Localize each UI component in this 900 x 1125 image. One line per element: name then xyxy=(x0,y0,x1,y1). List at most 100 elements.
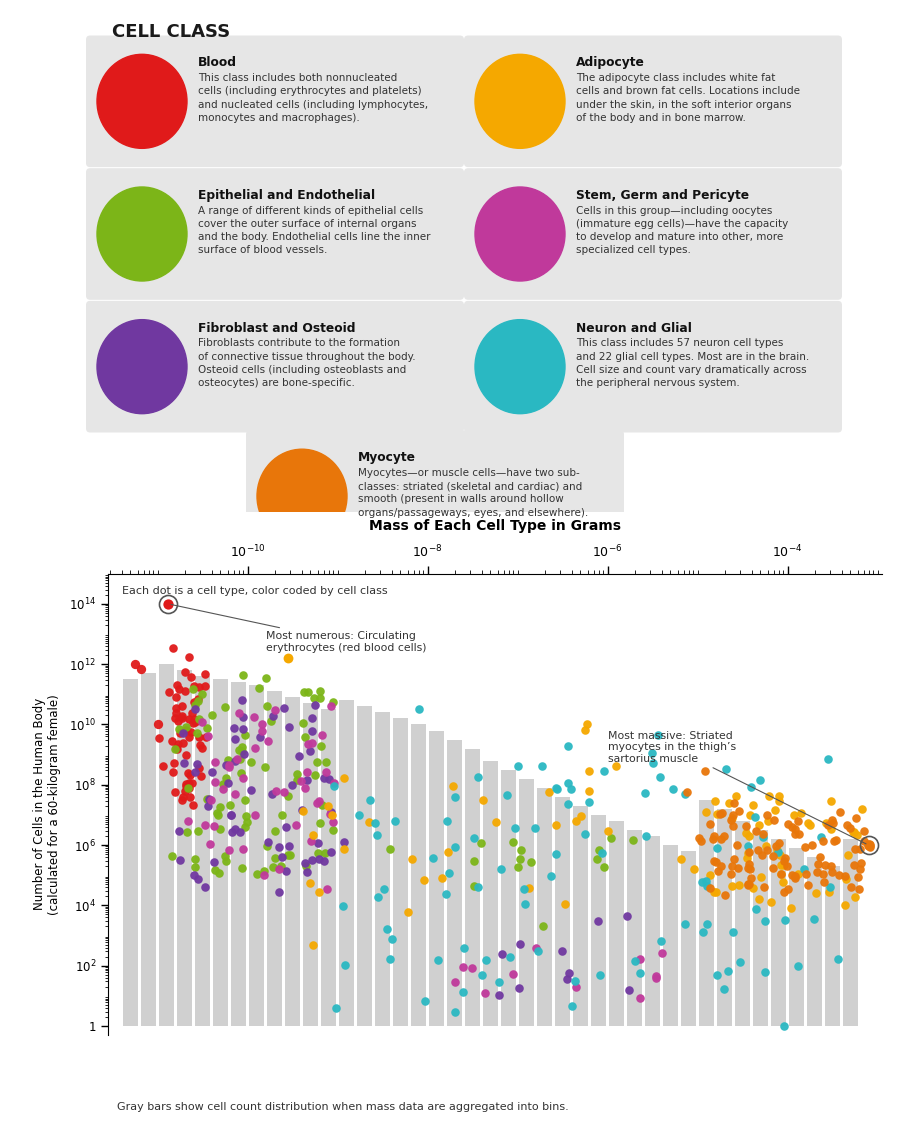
Point xyxy=(759,837,773,855)
FancyBboxPatch shape xyxy=(86,36,464,168)
Point xyxy=(748,808,762,826)
Point xyxy=(363,791,377,809)
Point xyxy=(274,857,288,875)
Point xyxy=(338,832,352,850)
Point xyxy=(740,848,754,866)
Point xyxy=(535,757,549,775)
Point xyxy=(792,825,806,843)
Point xyxy=(474,965,489,983)
Point xyxy=(823,879,837,897)
Point xyxy=(760,806,774,824)
Point xyxy=(711,862,725,880)
Point xyxy=(753,867,768,885)
Point xyxy=(228,784,242,802)
Point xyxy=(777,1017,791,1035)
Point xyxy=(601,822,616,840)
Point xyxy=(185,795,200,813)
Bar xyxy=(321,710,337,1026)
Text: The adipocyte class includes white fat
cells and brown fat cells. Locations incl: The adipocyte class includes white fat c… xyxy=(576,73,800,123)
Point xyxy=(277,699,292,717)
Point xyxy=(238,818,252,836)
Point xyxy=(808,884,823,902)
Point xyxy=(518,894,533,912)
Point xyxy=(201,798,215,816)
Point xyxy=(633,964,647,982)
Point xyxy=(219,852,233,870)
Bar xyxy=(267,692,283,1026)
Point xyxy=(770,842,785,860)
Point xyxy=(190,755,204,773)
Point xyxy=(179,776,194,794)
Point xyxy=(739,825,753,843)
Point xyxy=(191,690,205,708)
Point xyxy=(327,774,341,792)
Point xyxy=(558,896,572,914)
Point xyxy=(714,856,728,874)
Point xyxy=(305,709,320,727)
Point xyxy=(774,865,788,883)
Point xyxy=(277,783,292,801)
Text: Stem, Germ and Pericyte: Stem, Germ and Pericyte xyxy=(576,189,749,202)
Point xyxy=(788,826,802,844)
Point xyxy=(221,756,236,774)
Point xyxy=(604,829,618,847)
Point xyxy=(733,953,747,971)
Point xyxy=(320,798,335,816)
Point xyxy=(183,648,197,666)
Point xyxy=(718,885,733,903)
Point xyxy=(742,843,757,861)
Text: Blood: Blood xyxy=(198,56,237,70)
Point xyxy=(232,749,247,767)
Point xyxy=(824,820,839,838)
Point xyxy=(861,836,876,854)
Point xyxy=(850,826,864,844)
Point xyxy=(767,811,781,829)
Point xyxy=(709,839,724,857)
Point xyxy=(791,957,806,975)
Point xyxy=(235,691,249,709)
Point xyxy=(236,708,250,726)
Point xyxy=(257,862,272,880)
Circle shape xyxy=(475,187,565,281)
Point xyxy=(562,964,576,982)
Point xyxy=(853,840,868,858)
Point xyxy=(387,812,401,830)
Point xyxy=(194,739,209,757)
Point xyxy=(281,649,295,667)
Point xyxy=(275,806,290,824)
Point xyxy=(290,765,304,783)
Y-axis label: Number of Cells in the Human Body
(calculated for a 60-kilogram female): Number of Cells in the Human Body (calcu… xyxy=(32,694,61,915)
Circle shape xyxy=(475,319,565,414)
Point xyxy=(777,852,791,870)
Point xyxy=(847,856,861,874)
Point xyxy=(448,838,463,856)
Point xyxy=(219,768,233,786)
Point xyxy=(644,745,659,763)
Point xyxy=(338,956,352,974)
Point xyxy=(693,831,707,849)
Point xyxy=(224,806,238,824)
Point xyxy=(796,861,811,879)
Point xyxy=(805,836,819,854)
Bar xyxy=(789,848,805,1026)
Point xyxy=(305,852,320,870)
Point xyxy=(412,700,427,718)
Point xyxy=(595,844,609,862)
Point xyxy=(727,794,742,812)
Point xyxy=(300,863,314,881)
Point xyxy=(441,864,455,882)
Point xyxy=(204,705,219,723)
Point xyxy=(749,822,763,840)
Text: Myocytes—or muscle cells—have two sub-
classes: striated (skeletal and cardiac) : Myocytes—or muscle cells—have two sub- c… xyxy=(358,468,589,518)
Point xyxy=(707,883,722,901)
Point xyxy=(404,850,419,868)
Point xyxy=(521,879,535,897)
Point xyxy=(183,766,197,784)
Point xyxy=(832,866,846,884)
Point xyxy=(235,858,249,876)
Point xyxy=(380,920,394,938)
Point xyxy=(199,728,213,746)
Point xyxy=(297,854,311,872)
Point xyxy=(815,865,830,883)
Point xyxy=(401,903,416,921)
